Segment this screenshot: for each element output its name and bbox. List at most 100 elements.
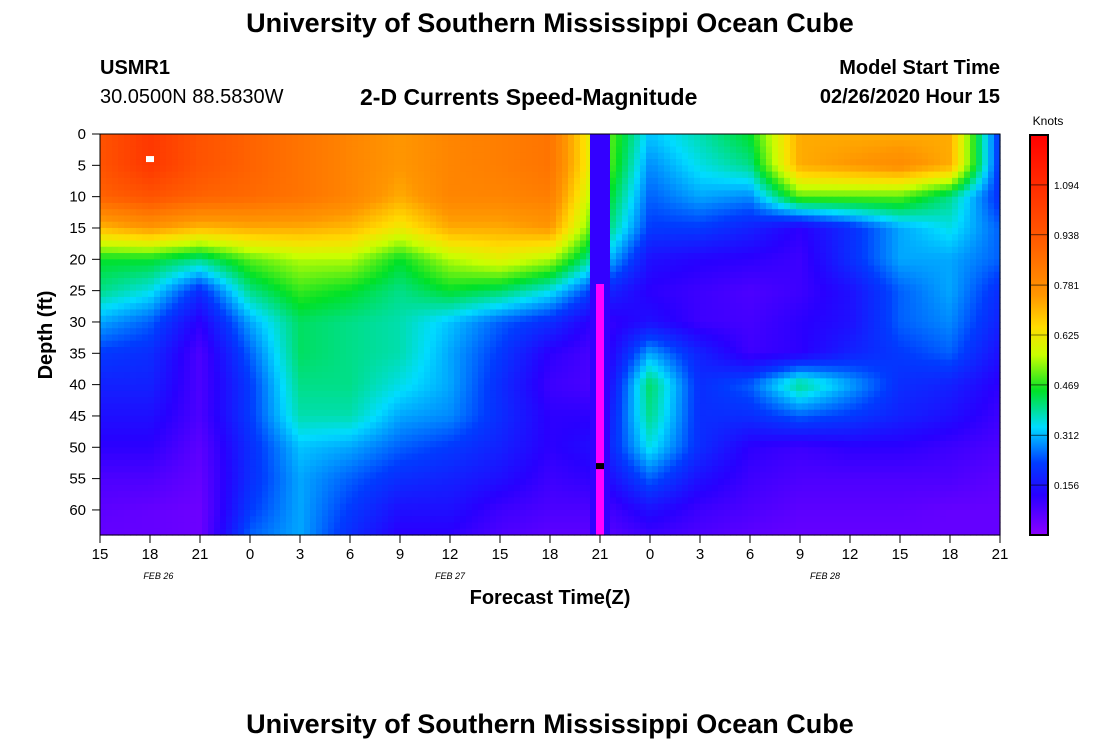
heatmap-cell	[538, 278, 545, 285]
heatmap-cell	[478, 209, 485, 217]
heatmap-cell	[424, 321, 431, 329]
heatmap-cell	[268, 234, 275, 242]
heatmap-cell	[958, 290, 965, 298]
heatmap-cell	[478, 303, 485, 311]
heatmap-cell	[928, 296, 935, 304]
heatmap-cell	[340, 227, 347, 235]
heatmap-cell	[352, 265, 359, 273]
heatmap-cell	[778, 134, 785, 141]
heatmap-cell	[790, 234, 797, 242]
heatmap-cell	[190, 253, 197, 260]
heatmap-cell	[736, 309, 743, 317]
heatmap-cell	[220, 309, 227, 317]
heatmap-cell	[412, 278, 419, 285]
heatmap-cell	[268, 134, 275, 141]
heatmap-cell	[514, 246, 521, 254]
heatmap-cell	[436, 309, 443, 317]
heatmap-cell	[412, 177, 419, 185]
heatmap-cell	[298, 196, 305, 204]
heatmap-cell	[424, 152, 431, 160]
heatmap-cell	[238, 271, 245, 279]
heatmap-cell	[334, 140, 341, 148]
heatmap-cell	[694, 140, 701, 148]
heatmap-cell	[982, 209, 989, 217]
heatmap-cell	[532, 209, 539, 217]
heatmap-cell	[274, 259, 281, 267]
heatmap-cell	[670, 184, 677, 191]
heatmap-cell	[160, 209, 167, 217]
heatmap-cell	[814, 284, 821, 292]
heatmap-cell	[796, 315, 803, 323]
heatmap-cell	[196, 234, 203, 242]
heatmap-cell	[562, 177, 569, 185]
heatmap-cell	[460, 296, 467, 304]
heatmap-cell	[706, 234, 713, 242]
heatmap-cell	[616, 328, 623, 336]
heatmap-cell	[322, 259, 329, 267]
heatmap-cell	[700, 309, 707, 317]
heatmap-cell	[898, 234, 905, 242]
heatmap-cell	[112, 140, 119, 148]
heatmap-cell	[772, 165, 779, 173]
heatmap-cell	[238, 171, 245, 179]
heatmap-cell	[322, 271, 329, 279]
heatmap-cell	[862, 240, 869, 248]
heatmap-cell	[244, 177, 251, 185]
heatmap-cell	[364, 209, 371, 217]
heatmap-cell	[406, 140, 413, 148]
heatmap-cell	[970, 227, 977, 235]
heatmap-cell	[868, 159, 875, 166]
heatmap-cell	[454, 140, 461, 148]
heatmap-cell	[892, 246, 899, 254]
heatmap-cell	[364, 146, 371, 154]
heatmap-cell	[340, 253, 347, 260]
heatmap-cell	[208, 134, 215, 141]
heatmap-cell	[652, 159, 659, 166]
heatmap-cell	[574, 240, 581, 248]
heatmap-cell	[844, 209, 851, 217]
heatmap-cell	[544, 134, 551, 141]
heatmap-cell	[400, 271, 407, 279]
heatmap-cell	[394, 215, 401, 223]
heatmap-cell	[778, 171, 785, 179]
heatmap-cell	[142, 146, 149, 154]
heatmap-cell	[328, 171, 335, 179]
heatmap-cell	[214, 146, 221, 154]
heatmap-cell	[148, 284, 155, 292]
heatmap-cell	[892, 303, 899, 311]
heatmap-cell	[928, 202, 935, 210]
heatmap-cell	[184, 196, 191, 204]
heatmap-cell	[148, 190, 155, 198]
heatmap-cell	[706, 140, 713, 148]
heatmap-cell	[688, 202, 695, 210]
heatmap-cell	[832, 190, 839, 198]
heatmap-cell	[436, 221, 443, 229]
heatmap-cell	[262, 190, 269, 198]
heatmap-cell	[808, 265, 815, 273]
heatmap-cell	[622, 259, 629, 267]
heatmap-cell	[820, 296, 827, 304]
heatmap-cell	[646, 190, 653, 198]
heatmap-cell	[202, 303, 209, 311]
heatmap-cell	[238, 152, 245, 160]
heatmap-cell	[388, 271, 395, 279]
heatmap-cell	[904, 278, 911, 285]
heatmap-cell	[172, 140, 179, 148]
heatmap-cell	[580, 146, 587, 154]
heatmap-cell	[340, 159, 347, 166]
heatmap-cell	[688, 171, 695, 179]
heatmap-cell	[130, 284, 137, 292]
heatmap-cell	[682, 184, 689, 191]
heatmap-cell	[472, 259, 479, 267]
heatmap-cell	[328, 202, 335, 210]
heatmap-cell	[778, 184, 785, 191]
heatmap-cell	[430, 152, 437, 160]
heatmap-cell	[292, 171, 299, 179]
heatmap-cell	[952, 328, 959, 336]
heatmap-cell	[454, 303, 461, 311]
heatmap-cell	[934, 253, 941, 260]
heatmap-cell	[814, 246, 821, 254]
heatmap-cell	[424, 171, 431, 179]
heatmap-cell	[694, 303, 701, 311]
heatmap-cell	[352, 177, 359, 185]
